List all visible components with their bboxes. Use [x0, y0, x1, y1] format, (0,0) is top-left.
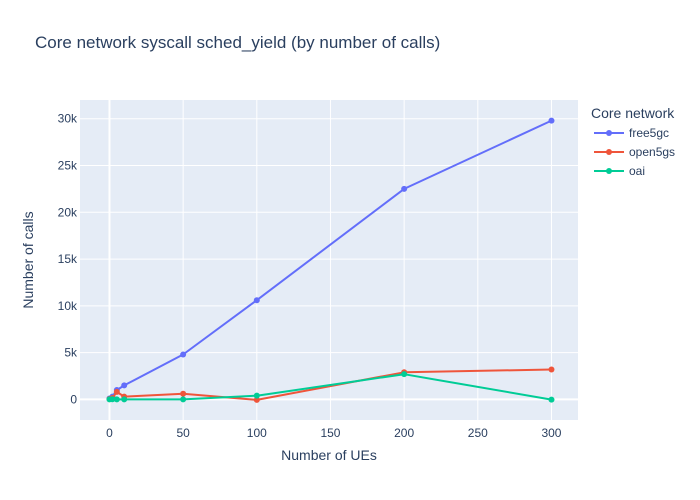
x-tick-label: 150: [320, 426, 340, 440]
x-tick-label: 50: [176, 426, 190, 440]
y-axis-ticks: 0 5k 10k 15k 20k 25k 30k: [58, 112, 78, 407]
data-point-free5gc: [253, 297, 260, 304]
data-point-oai: [109, 396, 116, 403]
data-point-oai: [121, 396, 128, 403]
legend[interactable]: Core network free5gc open5gs oai: [591, 105, 675, 178]
series-oai: [106, 371, 555, 403]
data-point-open5gs: [253, 396, 260, 403]
y-tick-label: 10k: [58, 299, 78, 313]
x-tick-label: 200: [394, 426, 414, 440]
legend-label: open5gs: [629, 145, 675, 159]
legend-item-free5gc[interactable]: free5gc: [594, 126, 669, 140]
y-axis-title: Number of calls: [20, 211, 36, 308]
legend-label: oai: [629, 164, 645, 178]
data-point-free5gc: [548, 117, 555, 124]
legend-label: free5gc: [629, 126, 669, 140]
data-point-oai: [180, 396, 187, 403]
y-tick-label: 15k: [58, 252, 78, 266]
y-tick-label: 25k: [58, 158, 78, 172]
data-point-free5gc: [180, 351, 187, 358]
data-point-oai: [253, 392, 260, 399]
x-tick-label: 100: [247, 426, 267, 440]
plot-area: [80, 100, 578, 420]
data-point-open5gs: [548, 366, 555, 373]
data-point-oai: [401, 371, 408, 378]
legend-swatch-marker: [606, 149, 612, 155]
y-tick-label: 0: [70, 392, 77, 406]
data-point-oai: [548, 396, 555, 403]
legend-item-oai[interactable]: oai: [594, 164, 645, 178]
data-point-oai: [113, 396, 120, 403]
y-tick-label: 5k: [64, 346, 78, 360]
x-axis-title: Number of UEs: [281, 447, 377, 463]
x-axis-ticks: 0 50 100 150 200 250 300: [106, 426, 562, 440]
chart-title: Core network syscall sched_yield (by num…: [35, 33, 441, 52]
data-point-open5gs: [113, 388, 120, 395]
legend-item-open5gs[interactable]: open5gs: [594, 145, 675, 159]
legend-title: Core network: [591, 105, 675, 121]
data-point-free5gc: [121, 382, 128, 389]
data-point-free5gc: [401, 185, 408, 192]
grid-lines: [80, 100, 578, 420]
x-tick-label: 0: [106, 426, 113, 440]
legend-swatch-marker: [606, 130, 612, 136]
data-point-open5gs: [180, 390, 187, 397]
series-layer: [106, 117, 555, 403]
x-tick-label: 300: [541, 426, 561, 440]
x-tick-label: 250: [468, 426, 488, 440]
y-tick-label: 30k: [58, 112, 78, 126]
legend-swatch-marker: [606, 168, 612, 174]
y-tick-label: 20k: [58, 205, 78, 219]
